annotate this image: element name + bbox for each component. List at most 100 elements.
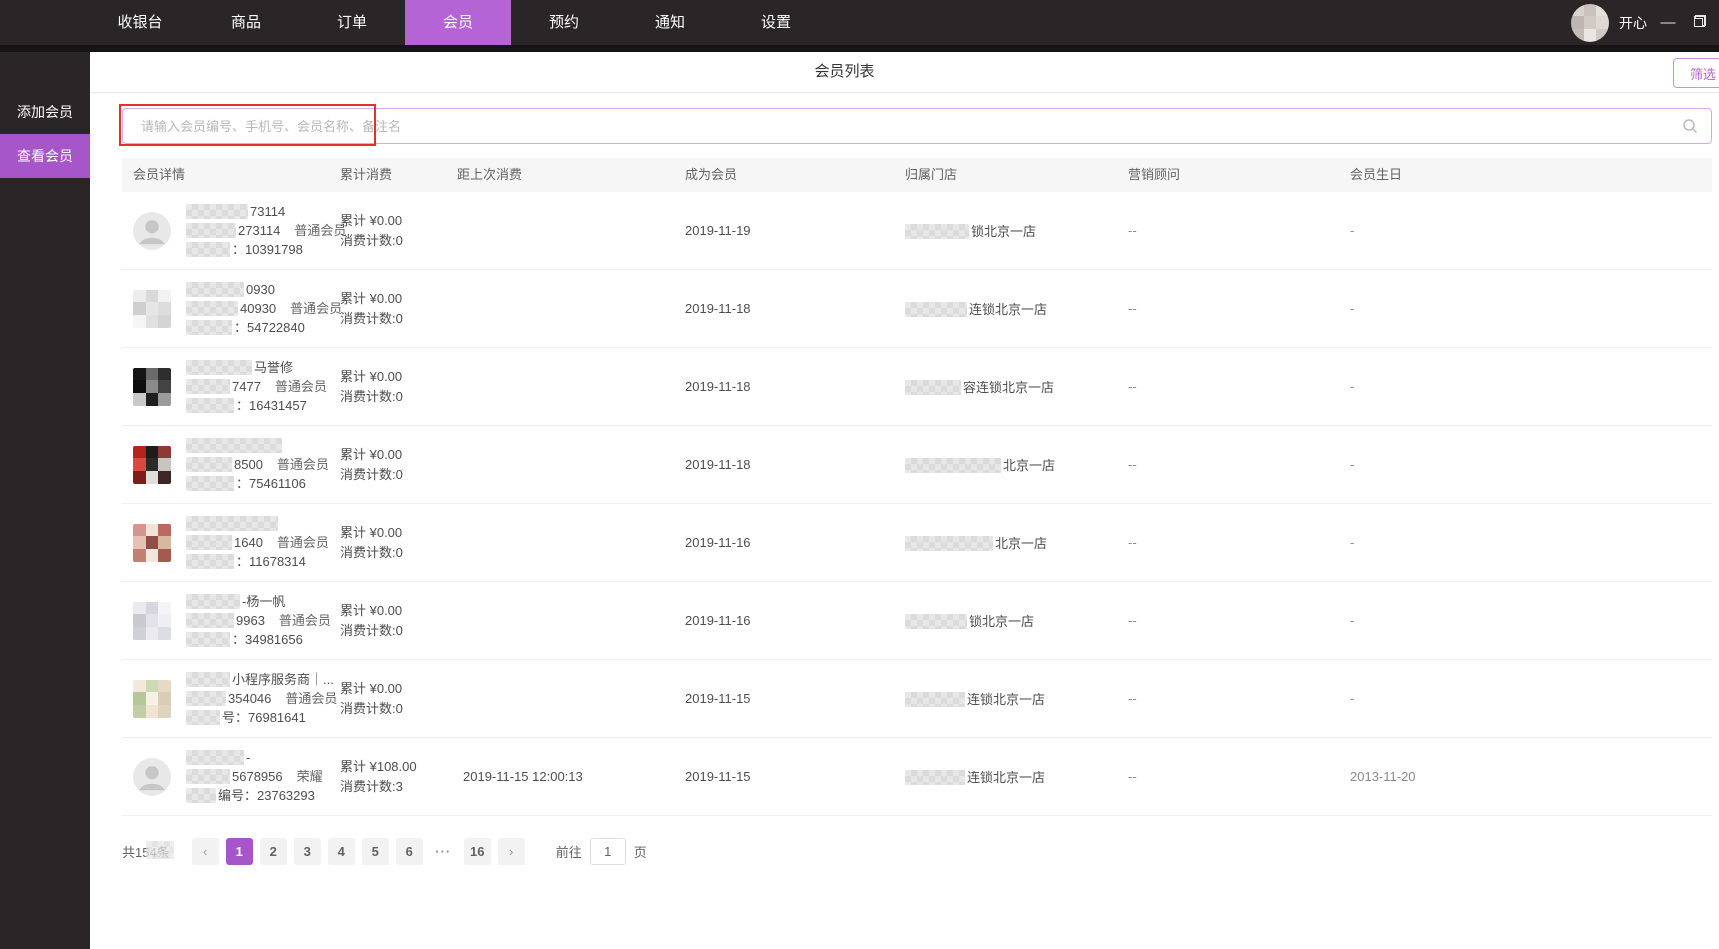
member-number: ：75461106 [186,474,329,493]
page-button-4[interactable]: 4 [327,838,355,865]
page-button-1[interactable]: 1 [225,838,253,865]
joined-date: 2019-11-18 [685,379,751,394]
page-button-2[interactable]: 2 [259,838,287,865]
total-spend: 累计 ¥0.00 [340,680,403,696]
sidebar-item-view-members[interactable]: 查看会员 [0,134,90,178]
store-name: 连锁北京一店 [905,689,1128,708]
member-level: 普通会员 [276,457,329,472]
redaction-blur [186,223,236,238]
sidebar: 添加会员 查看会员 [0,52,90,949]
member-avatar [133,367,171,406]
redaction-blur [905,614,967,629]
member-avatar [133,757,171,796]
redaction-blur [186,204,248,219]
member-id-level: 9963 普通会员 [186,611,331,630]
member-id-level: 5678956 荣耀 [186,767,323,786]
member-id-level: 273114 普通会员 [186,221,346,240]
member-number: ：16431457 [186,396,327,415]
redaction-blur [186,379,230,394]
nav-tab-notifications[interactable]: 通知 [654,14,685,31]
joined-date: 2019-11-18 [685,301,751,316]
page-number-input[interactable] [589,838,626,865]
nav-tabs: 收银台 商品 订单 会员 预约 通知 设置 [87,0,829,45]
member-number: ：11678314 [186,552,329,571]
next-page-button[interactable]: › [497,838,525,865]
member-level: 普通会员 [274,379,327,394]
redaction-blur [186,594,240,609]
nav-tab-products[interactable]: 商品 [230,14,261,31]
spend-cell: 累计 ¥108.00 消费计数:3 [340,757,457,797]
joined-date: 2019-11-16 [685,613,751,628]
spend-cell: 累计 ¥0.00 消费计数:0 [340,211,457,251]
redaction-blur [905,536,993,551]
prev-page-button[interactable]: ‹ [191,838,219,865]
redaction-blur [186,457,232,472]
member-level: 普通会员 [278,613,331,628]
member-birthday: - [1350,691,1355,706]
member-nickname: 73114 [186,202,346,221]
table-row[interactable]: 马誉修 7477 普通会员 ：16431457 累计 ¥0.00 消费计数:0 2… [122,348,1712,426]
table-row[interactable]: 73114 273114 普通会员 ：10391798 累计 ¥0.00 消费计数… [122,192,1712,270]
marketing-advisor: -- [1128,457,1137,472]
search-input[interactable] [122,108,1712,144]
table-row[interactable]: 小程序服务商｜... 354046 普通会员 号：76981641 累计 ¥0.0… [122,660,1712,738]
table-row[interactable]: -杨一帆 9963 普通会员 ：34981656 累计 ¥0.00 消费计数:0 … [122,582,1712,660]
minimize-icon[interactable]: — [1660,14,1676,31]
page-ellipsis: ··· [435,844,452,859]
redaction-blur [905,458,1001,473]
col-store: 归属门店 [905,167,958,182]
marketing-advisor: -- [1128,769,1137,784]
filter-button[interactable]: 筛选 [1673,58,1719,88]
main-content: 会员列表 筛选 会员详情 累计消费 距上次消费 成为会员 归属门店 营销顾问 会… [90,52,1719,949]
members-table: 会员详情 累计消费 距上次消费 成为会员 归属门店 营销顾问 会员生日 7311… [122,158,1712,816]
store-name: 容连锁北京一店 [905,377,1128,396]
redaction-blur [186,750,244,765]
member-level: 普通会员 [290,301,343,316]
spend-count: 消费计数:0 [340,310,403,326]
goto-label: 前往 [555,845,582,860]
member-birthday: - [1350,535,1355,550]
spend-cell: 累计 ¥0.00 消费计数:0 [340,445,457,485]
restore-window-icon[interactable] [1689,14,1711,31]
sidebar-item-add-member[interactable]: 添加会员 [17,104,73,120]
total-spend: 累计 ¥0.00 [340,602,403,618]
redaction-blur [186,691,226,706]
nav-tab-members[interactable]: 会员 [405,0,511,45]
spend-count: 消费计数:3 [340,778,403,794]
redaction-blur [905,692,965,707]
total-count: 共154条 [122,841,174,861]
table-row[interactable]: 1640 普通会员 ：11678314 累计 ¥0.00 消费计数:0 2019-… [122,504,1712,582]
redaction-blur [905,770,965,785]
redaction-blur [186,476,234,491]
redaction-blur [186,672,230,687]
member-id-level: 8500 普通会员 [186,455,329,474]
marketing-advisor: -- [1128,613,1137,628]
table-row[interactable]: - 5678956 荣耀 编号：23763293 累计 ¥108.00 消费计数:… [122,738,1712,816]
spend-count: 消费计数:0 [340,544,403,560]
redaction-blur [186,613,234,628]
user-avatar[interactable] [1571,3,1609,42]
nav-tab-cashier[interactable]: 收银台 [117,14,163,31]
table-row[interactable]: 8500 普通会员 ：75461106 累计 ¥0.00 消费计数:0 2019-… [122,426,1712,504]
nav-tab-orders[interactable]: 订单 [336,14,367,31]
redaction-blur [905,224,969,239]
total-spend: 累计 ¥108.00 [340,758,417,774]
member-id-level: 40930 普通会员 [186,299,342,318]
page-button-16[interactable]: 16 [463,838,491,865]
marketing-advisor: -- [1128,535,1137,550]
redaction-blur [186,242,230,257]
marketing-advisor: -- [1128,691,1137,706]
redaction-blur [905,302,967,317]
total-spend: 累计 ¥0.00 [340,368,403,384]
table-row[interactable]: 0930 40930 普通会员 ：54722840 累计 ¥0.00 消费计数:0… [122,270,1712,348]
page-button-6[interactable]: 6 [395,838,423,865]
page-button-3[interactable]: 3 [293,838,321,865]
member-birthday: - [1350,457,1355,472]
member-avatar [133,523,171,562]
table-header: 会员详情 累计消费 距上次消费 成为会员 归属门店 营销顾问 会员生日 [122,158,1712,192]
spend-cell: 累计 ¥0.00 消费计数:0 [340,367,457,407]
nav-tab-settings[interactable]: 设置 [760,14,791,31]
page-button-5[interactable]: 5 [361,838,389,865]
nav-tab-appointments[interactable]: 预约 [548,14,579,31]
